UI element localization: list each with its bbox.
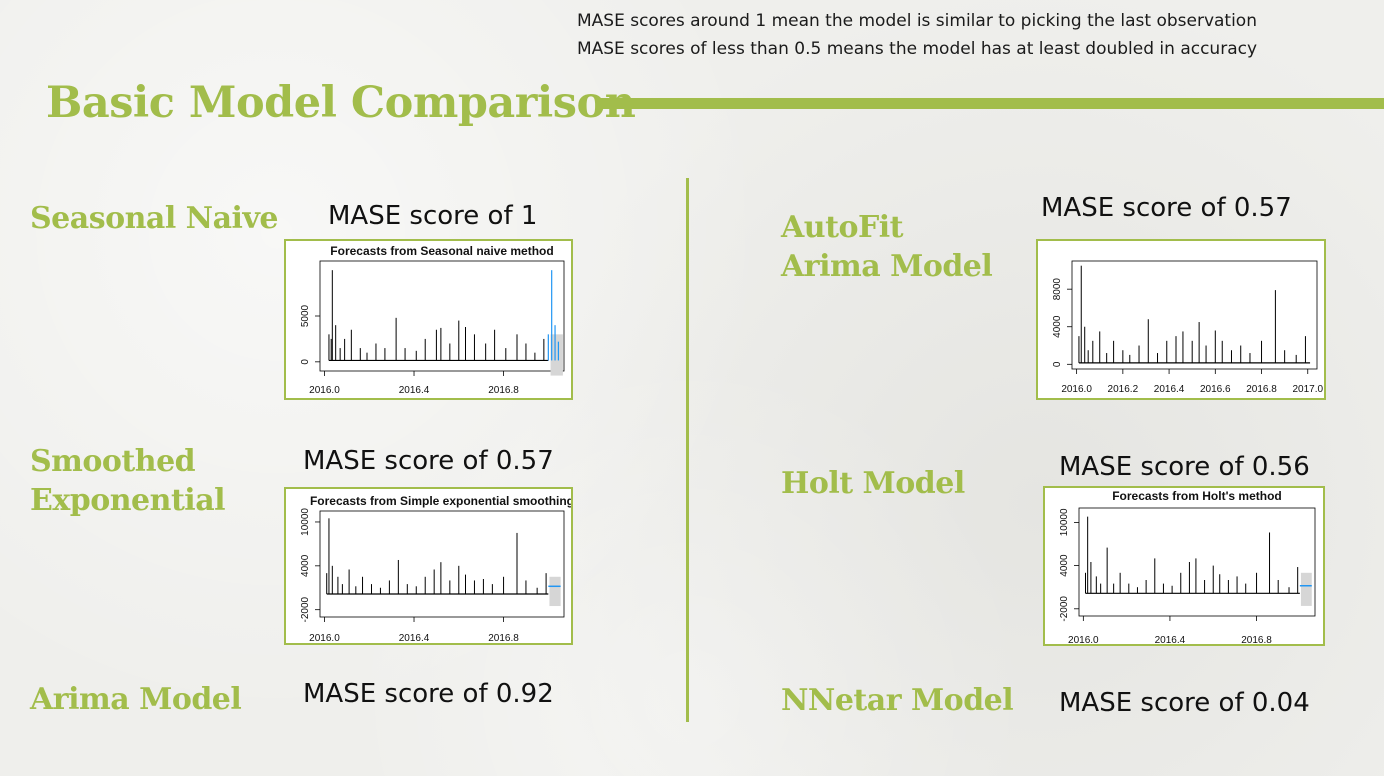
prediction-interval: [549, 576, 561, 607]
x-tick-label: 2016.4: [399, 633, 430, 643]
chart-title: Forecasts from Simple exponential smooth…: [310, 494, 571, 508]
chart-title: Forecasts from Holt's method: [1112, 489, 1282, 503]
y-tick-label: 0: [300, 359, 311, 365]
x-tick-label: 2017.0: [1292, 384, 1323, 395]
x-tick-label: 2016.4: [399, 385, 430, 396]
model-name-nnetar: NNetar Model: [781, 683, 1014, 718]
y-tick-label: 4000: [1059, 554, 1070, 577]
x-tick-label: 2016.0: [309, 633, 340, 643]
x-tick-label: 2016.2: [1108, 384, 1139, 395]
title-rule: [598, 98, 1384, 109]
chart-seasonal-naive: Forecasts from Seasonal naive method 2016…: [284, 239, 573, 400]
chart-autofit: 2016.0 2016.2 2016.4 2016.6 2016.8 2017.0 0 400…: [1036, 239, 1326, 400]
model-name-smoothed: Smoothed Exponential: [30, 442, 226, 520]
model-name-autofit-line2: Arima Model: [781, 249, 993, 284]
score-seasonal-naive: MASE score of 1: [328, 201, 538, 231]
y-tick-label: 10000: [300, 508, 311, 536]
model-name-arima: Arima Model: [30, 682, 242, 717]
note-line-2: MASE scores of less than 0.5 means the m…: [576, 39, 1258, 59]
x-tick-label: 2016.6: [1200, 384, 1231, 395]
prediction-interval: [550, 334, 563, 376]
x-tick-label: 2016.0: [1061, 384, 1092, 395]
y-tick-label: 8000: [1052, 278, 1063, 301]
plot-frame: [1071, 260, 1318, 370]
y-tick-label: -2000: [300, 596, 311, 622]
plot-frame: [319, 260, 565, 372]
model-name-smoothed-line1: Smoothed: [30, 444, 196, 479]
model-name-autofit-line1: AutoFit: [781, 210, 904, 245]
note-line-1: MASE scores around 1 mean the model is s…: [577, 11, 1257, 31]
chart-autofit-svg: 2016.0 2016.2 2016.4 2016.6 2016.8 2017.0 0 400…: [1052, 260, 1323, 395]
x-tick-label: 2016.8: [488, 385, 519, 396]
x-tick-label: 2016.0: [1068, 635, 1099, 644]
page-title: Basic Model Comparison: [46, 78, 636, 128]
x-tick-label: 2016.4: [1154, 384, 1185, 395]
model-name-smoothed-line2: Exponential: [30, 483, 226, 518]
prediction-interval: [1300, 572, 1312, 606]
model-name-holt: Holt Model: [781, 466, 965, 501]
y-tick-label: 4000: [300, 554, 311, 577]
x-tick-label: 2016.8: [1241, 635, 1272, 644]
x-tick-label: 2016.0: [309, 385, 340, 396]
score-autofit: MASE score of 0.57: [1041, 193, 1292, 223]
chart-holt: Forecasts from Holt's method 2016.0 2016.4…: [1043, 486, 1325, 646]
score-holt: MASE score of 0.56: [1059, 452, 1310, 482]
chart-seasonal-naive-svg: Forecasts from Seasonal naive method 2016…: [300, 244, 565, 396]
score-nnetar: MASE score of 0.04: [1059, 688, 1310, 718]
y-tick-label: 4000: [1052, 315, 1063, 338]
y-tick-label: -2000: [1059, 596, 1070, 622]
chart-holt-svg: Forecasts from Holt's method 2016.0 2016.4…: [1059, 489, 1316, 644]
chart-title: Forecasts from Seasonal naive method: [330, 244, 553, 258]
score-smoothed: MASE score of 0.57: [303, 446, 554, 476]
x-tick-label: 2016.8: [488, 633, 519, 643]
chart-smoothed: Forecasts from Simple exponential smooth…: [284, 487, 573, 645]
y-tick-label: 5000: [300, 304, 311, 327]
model-name-autofit: AutoFit Arima Model: [781, 208, 993, 286]
plot-frame: [1078, 507, 1316, 617]
score-arima: MASE score of 0.92: [303, 679, 554, 709]
y-tick-label: 0: [1052, 361, 1063, 367]
x-tick-label: 2016.4: [1155, 635, 1186, 644]
x-tick-label: 2016.8: [1246, 384, 1277, 395]
plot-frame: [319, 510, 565, 618]
y-tick-label: 10000: [1059, 508, 1070, 536]
column-divider: [686, 178, 689, 722]
model-name-seasonal-naive: Seasonal Naive: [30, 201, 278, 236]
chart-smoothed-svg: Forecasts from Simple exponential smooth…: [300, 494, 571, 643]
